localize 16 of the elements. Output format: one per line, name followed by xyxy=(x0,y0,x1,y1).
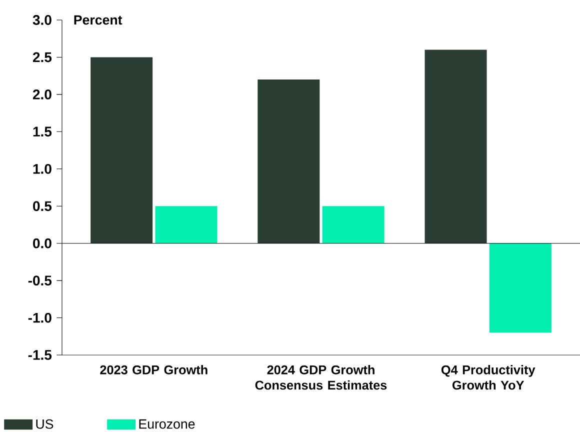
legend-label: US xyxy=(36,419,54,429)
y-tick-label: 0.0 xyxy=(33,238,52,248)
y-tick-label: 0.5 xyxy=(33,201,52,212)
y-tick-label: -1.0 xyxy=(28,312,52,323)
y-tick-label: -1.5 xyxy=(28,350,52,360)
y-tick-label: 2.0 xyxy=(32,90,52,100)
y-axis-title: Percent xyxy=(74,15,122,25)
y-tick-label: 1.0 xyxy=(33,164,52,174)
y-tick-label: 2.5 xyxy=(32,52,52,62)
y-tick-label: -0.5 xyxy=(28,276,52,286)
x-tick-label: Q4 Productivity Growth YoY xyxy=(441,365,536,390)
y-tick-label: 1.5 xyxy=(33,126,52,137)
x-tick-label: 2023 GDP Growth xyxy=(100,365,208,374)
y-tick-label: 3.0 xyxy=(32,15,52,25)
x-tick-label: 2024 GDP Growth Consensus Estimates xyxy=(255,365,387,390)
legend-label: Eurozone xyxy=(139,419,195,429)
